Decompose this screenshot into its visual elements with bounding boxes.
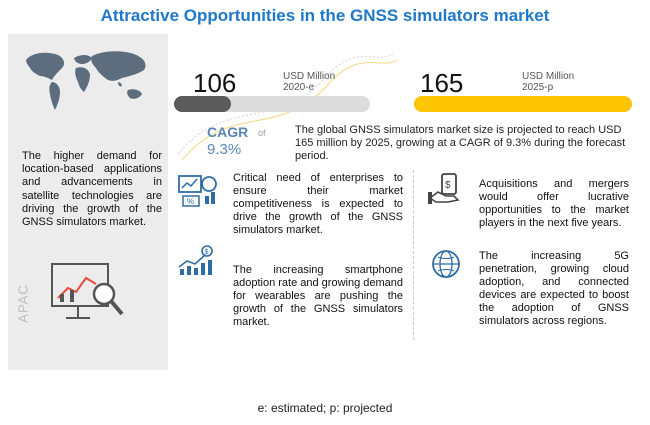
footnote: e: estimated; p: projected xyxy=(257,401,393,415)
value-2020: 106 xyxy=(193,68,237,98)
analytics-chart-icon xyxy=(51,263,124,319)
cagr-label: CAGR xyxy=(207,124,249,140)
svg-text:$: $ xyxy=(445,180,451,191)
value-2025: 165 xyxy=(420,68,464,98)
bar-track-2020 xyxy=(174,96,370,112)
business-strategy-icon: % xyxy=(178,175,217,207)
global-network-icon xyxy=(432,250,460,278)
feature-text-5g: The increasing 5G penetration, growing c… xyxy=(479,250,629,327)
cagr-of-label: of xyxy=(258,128,266,138)
svg-text:$: $ xyxy=(205,249,209,256)
page-title: Attractive Opportunities in the GNSS sim… xyxy=(100,6,550,25)
feature-text-competitiveness: Critical need of enterprises to ensure t… xyxy=(233,172,403,236)
world-map-icon xyxy=(26,51,146,110)
bar-track-2025 xyxy=(414,96,632,112)
svg-text:%: % xyxy=(187,197,194,206)
left-panel-text: The higher demand for location-based app… xyxy=(22,150,162,229)
money-handshake-icon: $ xyxy=(428,173,460,204)
region-label: APAC xyxy=(15,284,31,323)
bar-2025 xyxy=(414,96,632,112)
left-panel: The higher demand for location-based app… xyxy=(8,34,168,370)
market-summary: The global GNSS simulators market size i… xyxy=(295,124,626,162)
feature-divider xyxy=(413,170,414,340)
cagr-value: 9.3% xyxy=(207,141,242,158)
feature-text-acquisitions: Acquisitions and mergers would offer luc… xyxy=(479,178,629,229)
growth-chart-icon: $ xyxy=(178,245,213,275)
unit-2025: USD Million 2025-p xyxy=(522,71,575,93)
decorative-wave xyxy=(177,53,398,161)
unit-2020: USD Million 2020-e xyxy=(283,71,336,93)
feature-text-smartphone: The increasing smartphone adoption rate … xyxy=(233,264,404,328)
bar-2020 xyxy=(174,96,231,112)
